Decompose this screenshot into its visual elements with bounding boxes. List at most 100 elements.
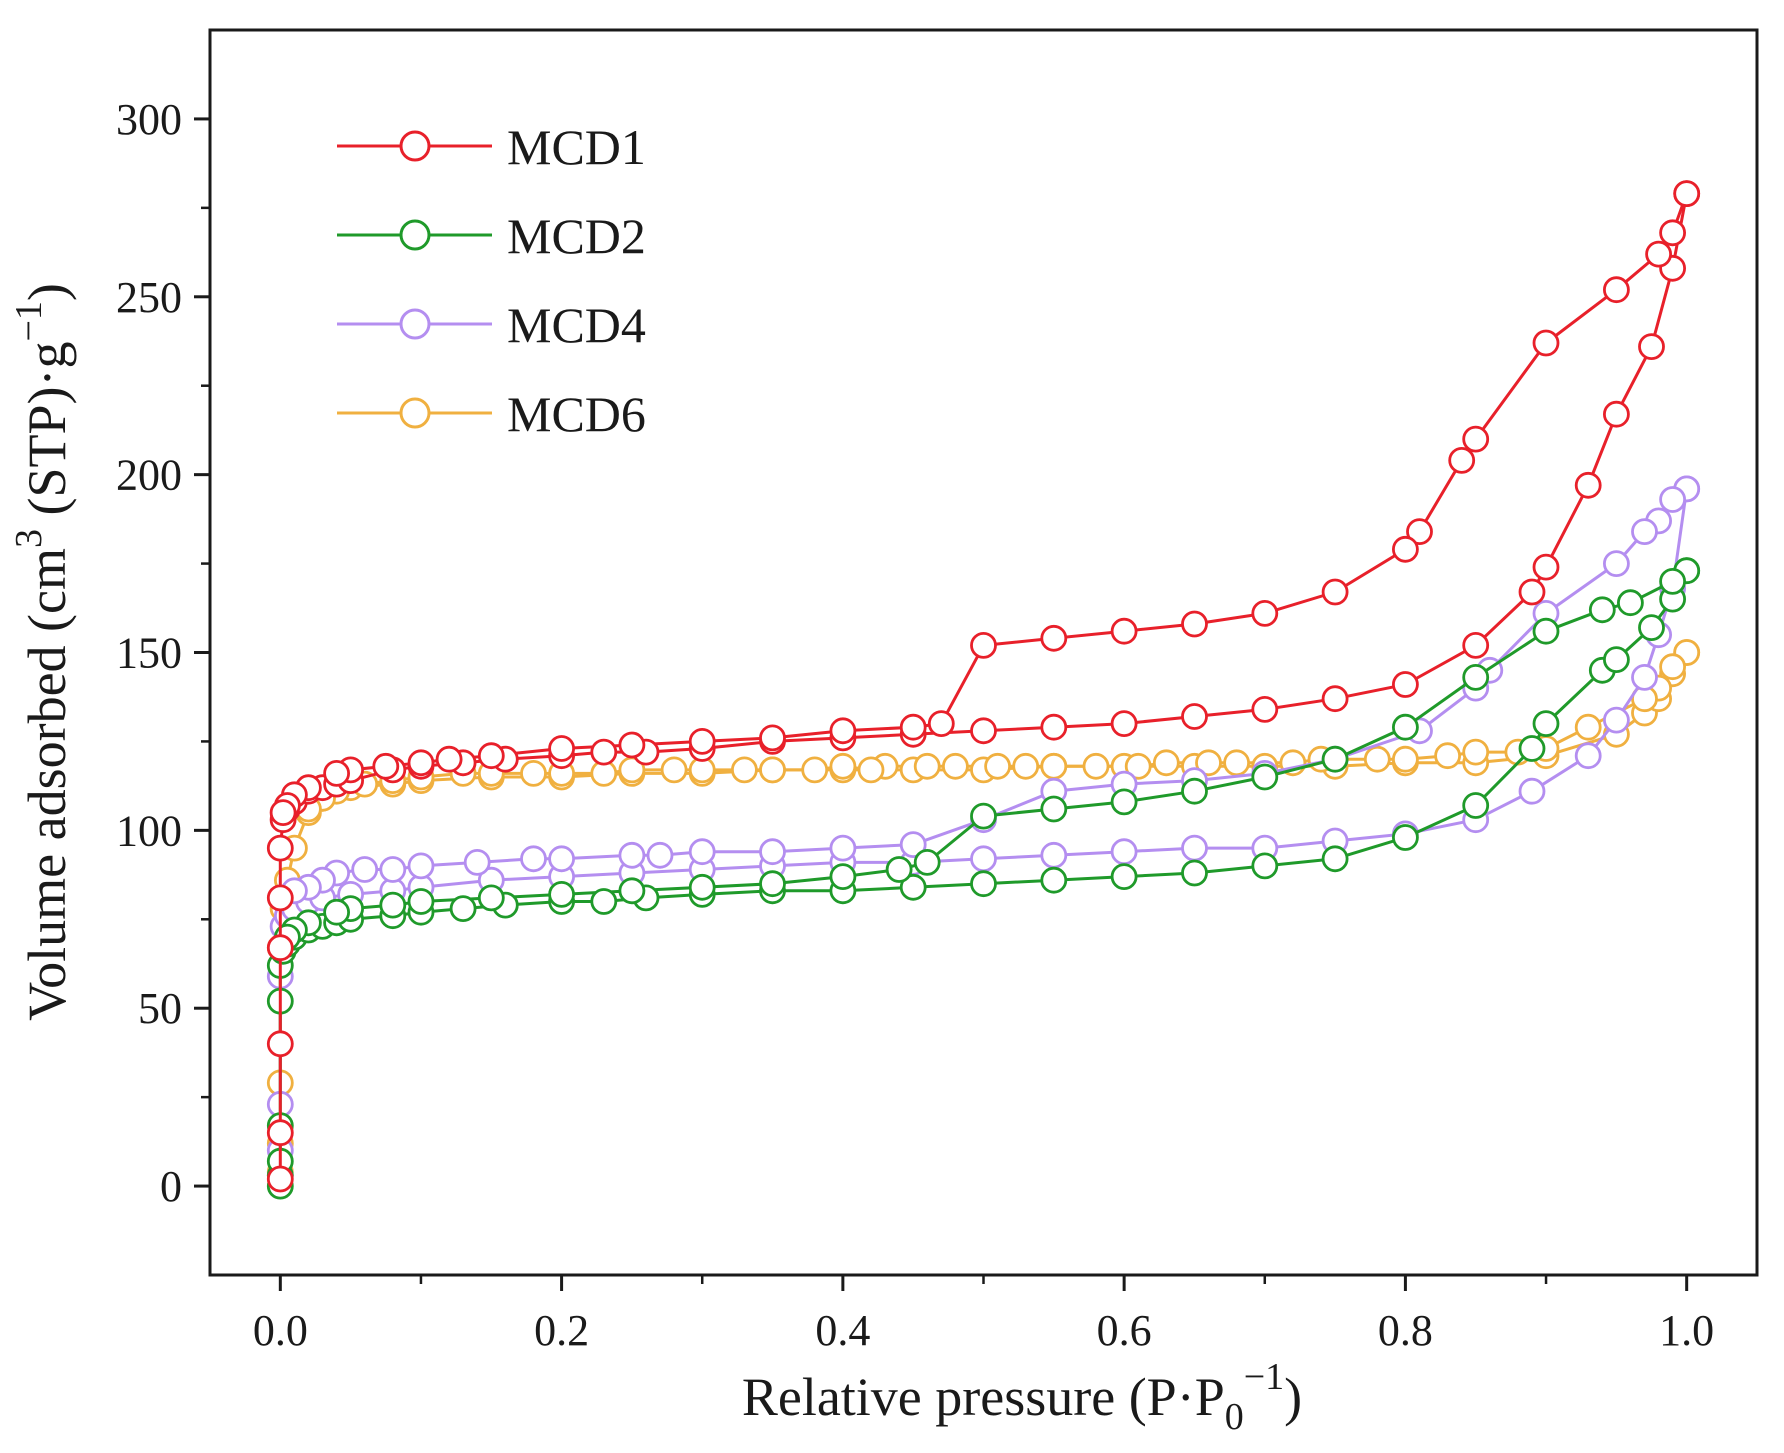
mcd1-desorption-point: [1321, 578, 1349, 606]
mcd2-adsorption-point: [970, 870, 997, 898]
mcd1-adsorption-point: [1532, 553, 1560, 581]
mcd1-desorption-point: [323, 760, 351, 787]
mcd4-desorption-point: [351, 856, 379, 883]
mcd1-adsorption-point: [266, 934, 294, 962]
y-tick-label: 250: [116, 273, 182, 322]
legend-item-mcd4: MCD4: [337, 297, 646, 353]
mcd2-adsorption-point: [1040, 866, 1068, 894]
mcd1-adsorption-point: [1574, 471, 1602, 499]
mcd2-adsorption-point: [1532, 710, 1560, 737]
mcd1-adsorption-point: [1392, 671, 1419, 698]
mcd1-desorption-point: [618, 731, 646, 759]
mcd6-desorption-point: [1434, 742, 1461, 770]
mcd1-desorption-point: [407, 749, 435, 777]
mcd1-desorption-point: [1251, 600, 1279, 627]
mcd1-adsorption-point: [266, 884, 294, 912]
legend-marker: [399, 308, 431, 340]
mcd1-adsorption-point: [1040, 713, 1068, 741]
x-tick-label: 1.0: [1659, 1306, 1714, 1355]
mcd6-desorption-point: [857, 756, 885, 784]
series-mcd1: [266, 180, 1701, 1193]
mcd2-desorption-point: [970, 802, 997, 830]
mcd4-desorption-point: [520, 845, 547, 873]
mcd1-desorption-point: [1645, 240, 1672, 268]
legend-marker: [399, 397, 431, 429]
mcd2-desorption-point: [1462, 664, 1490, 691]
mcd6-desorption-point: [1223, 749, 1250, 777]
mcd2-desorption-point: [1659, 568, 1686, 595]
mcd4-desorption-point: [463, 849, 491, 876]
mcd2-desorption-point: [829, 863, 857, 890]
mcd6-desorption-point: [1195, 749, 1222, 777]
mcd1-desorption-point: [1448, 446, 1476, 474]
mcd1-desorption-point: [1181, 610, 1208, 638]
mcd2-desorption-point: [759, 870, 786, 898]
mcd4-desorption-point: [899, 831, 927, 858]
mcd6-desorption-point: [984, 752, 1011, 780]
mcd1-desorption-point: [1532, 329, 1560, 357]
mcd6-desorption-point: [1012, 752, 1040, 780]
mcd1-adsorption-point: [1462, 632, 1490, 659]
y-tick-label: 0: [160, 1162, 182, 1211]
mcd4-desorption-point: [1603, 550, 1630, 577]
mcd1-desorption-point: [1673, 180, 1701, 208]
legend: MCD1 MCD2 MCD4 MCD6: [337, 119, 646, 442]
x-axis-title: Relative pressure (P·P0−1): [742, 1356, 1302, 1438]
legend-label: MCD2: [507, 208, 646, 264]
mcd1-desorption-point: [372, 752, 400, 780]
mcd4-adsorption-point: [1631, 664, 1658, 691]
mcd6-desorption-point: [829, 752, 857, 780]
mcd1-desorption-point: [759, 724, 786, 752]
mcd1-adsorption-point: [1603, 400, 1630, 428]
y-tick-label: 300: [116, 95, 182, 144]
mcd1-desorption-point: [435, 745, 463, 773]
mcd6-desorption-point: [942, 752, 969, 780]
mcd1-desorption-point: [1659, 219, 1686, 247]
mcd4-adsorption-point: [970, 845, 997, 873]
mcd4-adsorption-point: [1518, 777, 1546, 805]
mcd6-desorption-point: [1574, 713, 1602, 741]
mcd2-desorption-point: [1321, 745, 1349, 773]
x-tick-label: 0.6: [1097, 1306, 1152, 1355]
mcd4-desorption-point: [688, 838, 716, 866]
mcd4-desorption-point: [829, 834, 857, 862]
mcd1-desorption-point: [1392, 535, 1419, 563]
legend-item-mcd1: MCD1: [337, 119, 646, 175]
mcd1-adsorption-point: [1321, 685, 1349, 713]
mcd1-desorption-point: [970, 632, 997, 659]
mcd1-adsorption-point: [266, 1165, 294, 1193]
mcd1-adsorption-point: [266, 834, 294, 862]
mcd2-desorption-point: [688, 873, 716, 901]
mcd1-adsorption-point: [590, 738, 618, 766]
mcd2-desorption-point: [1251, 763, 1279, 791]
mcd4-desorption-point: [759, 838, 786, 866]
mcd1-adsorption-point: [1110, 710, 1138, 737]
series-layer: [266, 180, 1701, 1200]
mcd1-adsorption-point: [266, 1119, 294, 1147]
legend-marker: [399, 130, 431, 162]
mcd4-adsorption-point: [1110, 838, 1138, 866]
x-tick-label: 0.2: [534, 1306, 589, 1355]
mcd1-adsorption-point: [1638, 333, 1665, 361]
mcd2-adsorption-point: [1181, 859, 1208, 887]
mcd1-desorption-point: [1040, 624, 1068, 652]
mcd6-desorption-point: [1659, 653, 1686, 681]
mcd2-desorption-point: [618, 877, 646, 905]
mcd6-desorption-point: [1040, 752, 1068, 780]
mcd2-adsorption-point: [1110, 863, 1138, 890]
mcd1-desorption-point: [269, 799, 297, 826]
y-tick-label: 50: [138, 984, 182, 1033]
mcd1-desorption-point: [1406, 518, 1433, 545]
mcd2-desorption-point: [379, 891, 407, 919]
mcd1-desorption-point: [927, 710, 955, 737]
y-axis-title: Volume adsorbed (cm3 (STP)·g−1): [8, 283, 77, 1021]
mcd1-adsorption-point: [1251, 696, 1279, 723]
mcd6-desorption-point: [1152, 749, 1180, 777]
mcd4-adsorption-point: [1040, 841, 1068, 869]
mcd1-desorption-point: [548, 735, 575, 762]
legend-label: MCD1: [507, 119, 646, 175]
mcd1-desorption-point: [688, 728, 716, 755]
mcd2-adsorption-point: [1603, 646, 1630, 673]
mcd4-adsorption-point: [1181, 834, 1208, 862]
